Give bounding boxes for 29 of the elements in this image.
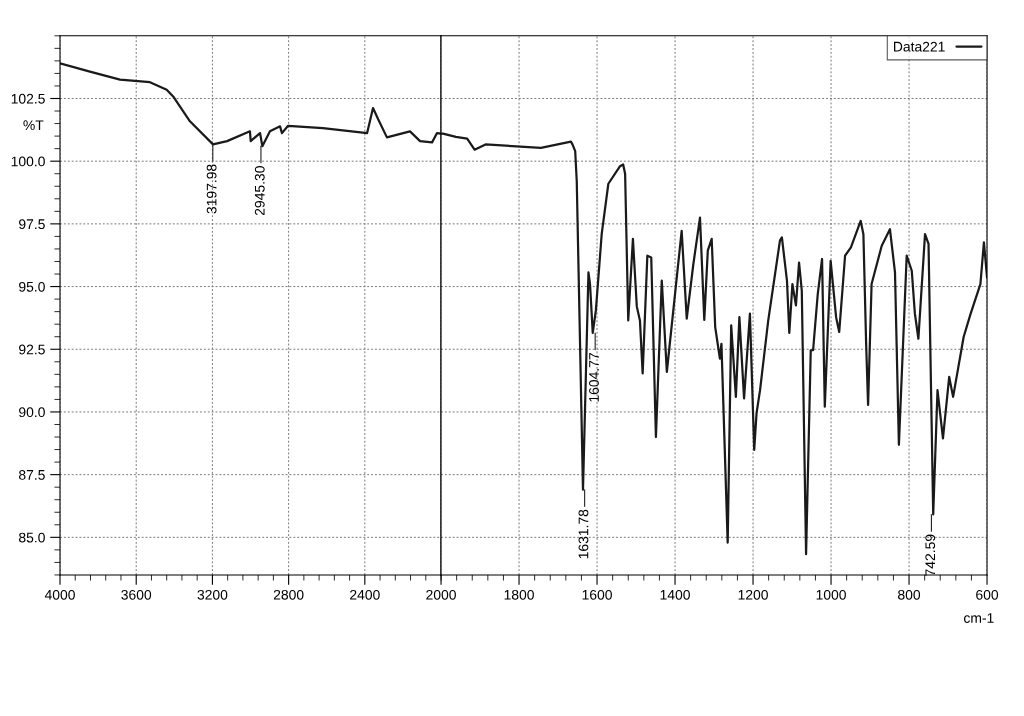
- y-tick-label: 85.0: [19, 532, 45, 543]
- x-tick-label: 1600: [582, 589, 612, 600]
- x-tick-label: 1800: [504, 589, 534, 600]
- x-tick-label: 1400: [660, 589, 690, 600]
- annotation: 3197.98: [206, 164, 217, 214]
- legend-label: Data221: [894, 41, 945, 52]
- y-tick-label: 95.0: [19, 281, 45, 292]
- y-tick-label: 90.0: [19, 407, 45, 418]
- annotation: 1604.77: [589, 353, 599, 402]
- y-tick-label: 87.5: [19, 469, 45, 480]
- x-tick-label: 1000: [816, 589, 846, 600]
- x-tick-label: 3600: [121, 589, 152, 600]
- y-tick-label: 102.5: [11, 93, 45, 104]
- x-tick-label: 600: [976, 589, 999, 600]
- y-tick-label: 100.0: [11, 156, 45, 167]
- x-tick-label: 2000: [426, 589, 456, 600]
- x-tick-label: 4000: [44, 589, 75, 600]
- x-tick-label: 2400: [350, 589, 380, 600]
- x-tick-label: 2800: [273, 589, 304, 600]
- x-tick-label: 3200: [197, 589, 228, 600]
- annotation: 2945.30: [254, 166, 265, 216]
- annotation: 742.59: [925, 534, 936, 576]
- x-tick-label: 800: [898, 589, 921, 600]
- y-tick-label: 92.5: [19, 344, 45, 355]
- x-tick-label: 1200: [738, 589, 768, 600]
- annotation: 1631.78: [578, 509, 589, 559]
- y-axis-title: %T: [23, 120, 44, 131]
- y-tick-label: 97.5: [19, 219, 45, 230]
- x-axis-title: cm-1: [964, 613, 994, 623]
